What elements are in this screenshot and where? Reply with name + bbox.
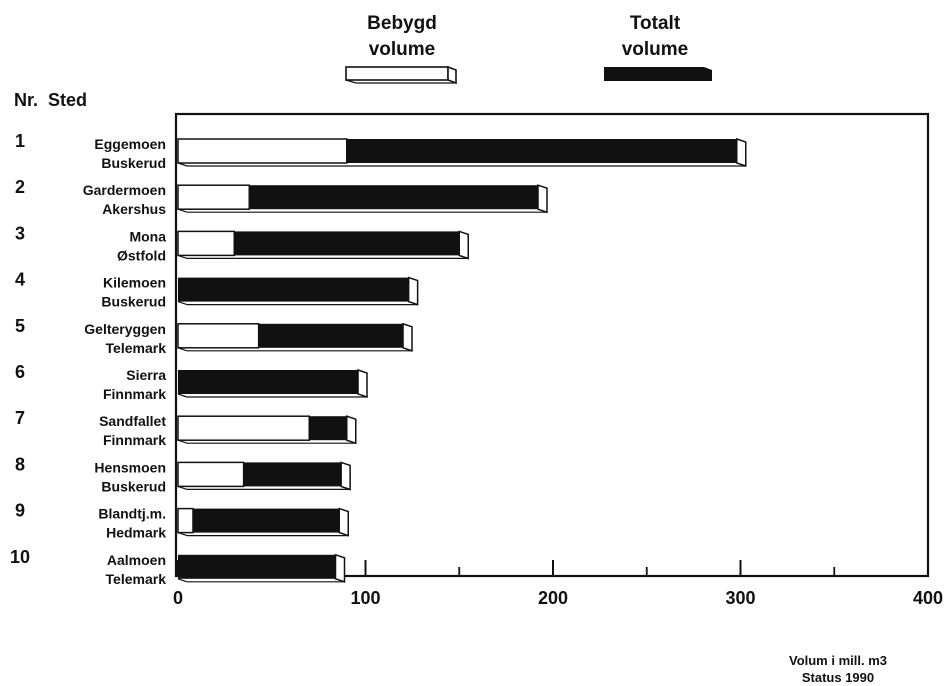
row-number: 3 [15,223,25,243]
row-place: Kilemoen [103,275,166,291]
row-region: Buskerud [101,294,166,310]
bar-bevel-left [177,347,188,352]
row-number: 9 [15,501,25,521]
bar-end-face [338,507,349,537]
bar-end-face [340,461,351,491]
row-number: 6 [15,362,25,382]
row-place: Mona [129,228,166,244]
bar-bebygd [177,507,194,534]
row-region: Akershus [102,201,166,217]
x-tick-label: 400 [913,588,943,608]
bar-group [177,276,419,306]
bar-totalt [346,139,737,163]
row-region: Buskerud [101,478,166,494]
bar-end-face [407,276,419,306]
row-region: Østfold [117,247,166,263]
bar-totalt [178,370,358,394]
bar-bevel-left [177,208,188,213]
bar-group [177,230,469,260]
bar-bebygd [177,415,310,441]
bar-bebygd [177,323,260,349]
row-number: 8 [15,454,25,474]
bar-end-face [458,230,469,260]
bar-end-face [357,368,368,399]
footer-status: Status 1990 [802,670,874,685]
row-place: Aalmoen [107,552,166,568]
bar-end-face [402,322,413,352]
header-sted: Sted [48,90,87,110]
bar-group [177,507,349,537]
row-place: Sierra [126,367,166,383]
bar-bevel-left [177,393,188,398]
row-region: Finnmark [103,432,166,448]
row-place: Sandfallet [99,413,166,429]
row-number: 1 [15,131,25,151]
bar-bevel-left [177,254,188,259]
row-region: Telemark [106,571,167,587]
row-labels: 1 Eggemoen Buskerud 2 Gardermoen Akershus 3 Mon… [10,131,166,587]
bar-bevel-left [177,439,188,444]
header-nr: Nr. [14,90,38,110]
row-number: 5 [15,316,25,336]
row-place: Gardermoen [83,182,166,198]
bar-totalt [249,185,538,210]
legend-bebygd-label-line1: Bebygd [367,13,437,34]
bar-bevel-left [177,485,188,490]
bar-end-face [537,184,548,214]
bar-totalt [178,554,336,579]
bar-group [177,415,357,445]
row-region: Telemark [106,340,167,356]
bar-bevel-left [177,578,188,583]
bar-totalt [243,462,342,487]
bar-bevel-left [177,532,188,537]
row-place: Gelteryggen [84,321,166,337]
bar-bebygd [177,230,235,257]
bar-group [177,322,413,352]
bar-totalt [178,277,409,302]
bar-bebygd [177,138,348,164]
legend-bebygd-label-line2: volume [369,39,436,60]
row-place: Hensmoen [94,459,166,475]
row-number: 4 [15,270,25,290]
row-number: 2 [15,177,25,197]
bar-totalt [234,231,460,256]
legend-totalt-label-line1: Totalt [630,13,681,34]
row-region: Finnmark [103,386,166,402]
bar-group [177,553,346,583]
bar-end-face [334,553,346,583]
bar-group [177,368,368,399]
bar-bebygd [177,184,250,210]
bar-group [177,184,548,214]
row-place: Blandtj.m. [98,506,166,522]
bar-bevel-left [177,162,188,167]
bar-totalt [309,416,347,441]
bar-group [177,461,351,491]
row-number: 7 [15,408,25,428]
x-tick-label: 300 [725,588,755,608]
bar-totalt [258,323,403,348]
legend: Bebygd volume Totalt volume [345,13,712,85]
x-tick-label: 100 [350,588,380,608]
bar-bevel-left [177,301,188,306]
legend-totalt-swatch [604,67,712,81]
row-place: Eggemoen [94,136,166,152]
x-tick-label: 200 [538,588,568,608]
footer-unit: Volum i mill. m3 [789,653,887,668]
row-region: Buskerud [101,155,166,171]
x-axis-tick-labels: 0 100 200 300 400 [173,588,943,608]
bar-totalt [193,508,340,533]
x-tick-label: 0 [173,588,183,608]
bar-group [177,137,747,168]
bars [177,137,747,583]
bar-bebygd [177,461,245,488]
row-region: Hedmark [106,525,166,541]
legend-totalt-label-line2: volume [622,39,689,60]
bar-end-face [346,415,357,445]
legend-bebygd-swatch [345,65,457,85]
row-number: 10 [10,547,30,567]
bar-end-face [736,137,747,168]
